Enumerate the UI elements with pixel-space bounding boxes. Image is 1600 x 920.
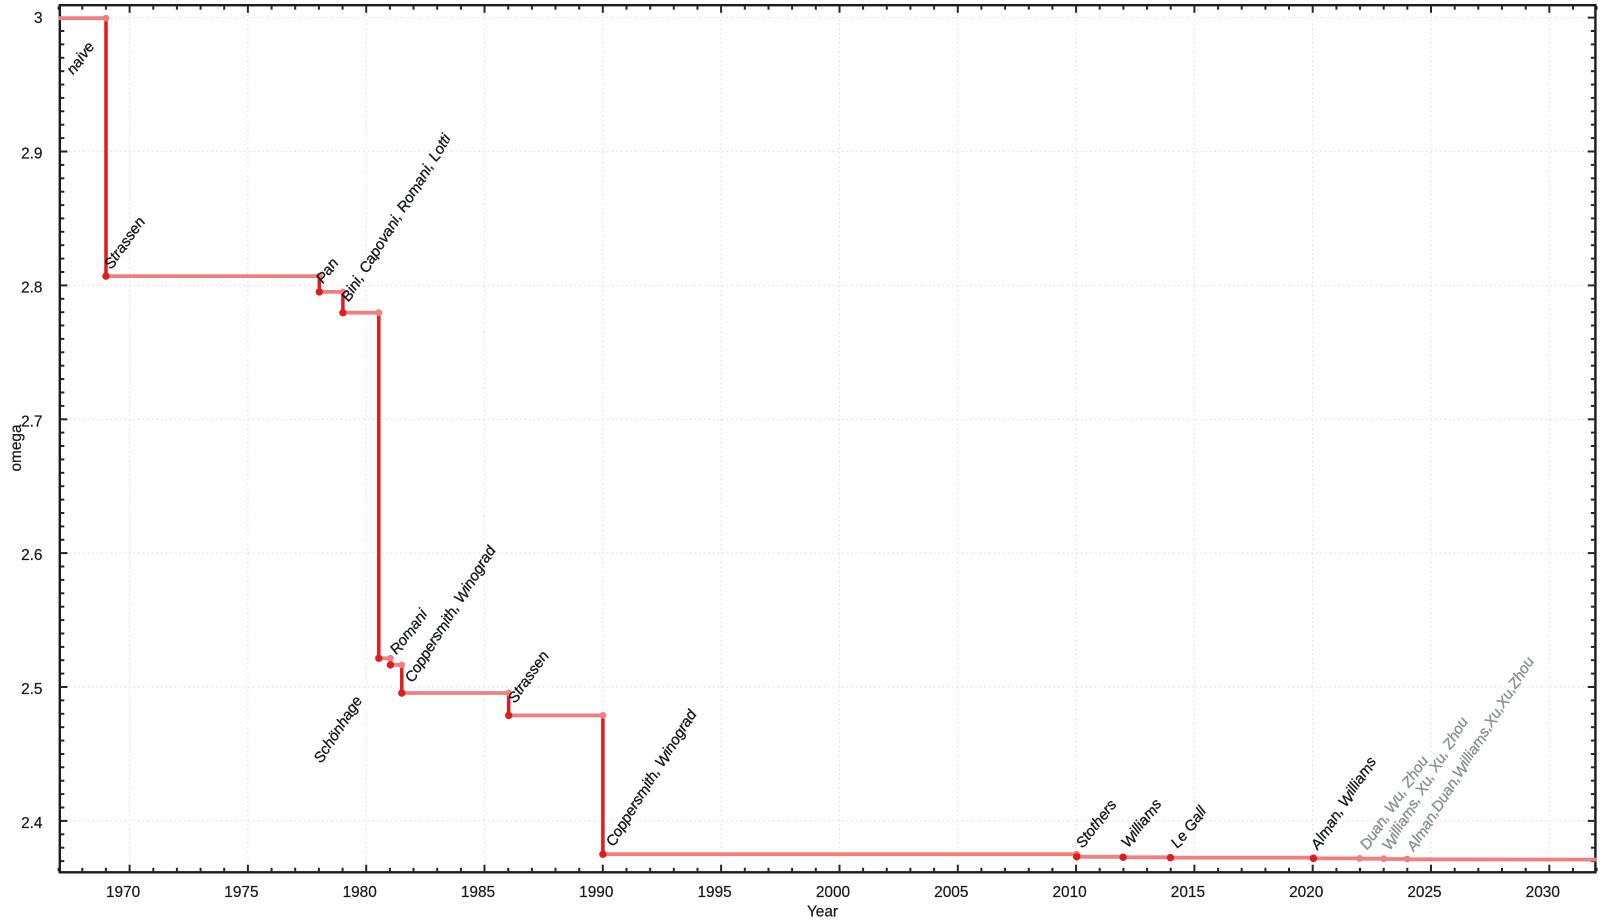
svg-text:2020: 2020 xyxy=(1289,884,1323,901)
svg-text:2015: 2015 xyxy=(1171,884,1205,901)
svg-text:2.8: 2.8 xyxy=(21,279,42,296)
svg-text:1980: 1980 xyxy=(343,884,377,901)
svg-text:2025: 2025 xyxy=(1407,884,1441,901)
svg-text:1975: 1975 xyxy=(224,884,258,901)
svg-text:2000: 2000 xyxy=(816,884,850,901)
svg-text:2.9: 2.9 xyxy=(21,146,42,163)
svg-text:2010: 2010 xyxy=(1052,884,1086,901)
svg-text:2030: 2030 xyxy=(1526,884,1560,901)
svg-text:2.5: 2.5 xyxy=(21,681,42,698)
svg-text:Year: Year xyxy=(807,904,838,920)
svg-text:1990: 1990 xyxy=(579,884,613,901)
svg-text:2.6: 2.6 xyxy=(21,547,42,564)
svg-text:2.4: 2.4 xyxy=(21,815,43,832)
svg-text:1970: 1970 xyxy=(106,884,140,901)
svg-text:1995: 1995 xyxy=(697,884,731,901)
svg-text:1985: 1985 xyxy=(461,884,495,901)
svg-text:2.7: 2.7 xyxy=(21,413,42,430)
svg-text:3: 3 xyxy=(34,10,43,27)
svg-text:omega: omega xyxy=(8,424,25,471)
svg-text:2005: 2005 xyxy=(934,884,968,901)
